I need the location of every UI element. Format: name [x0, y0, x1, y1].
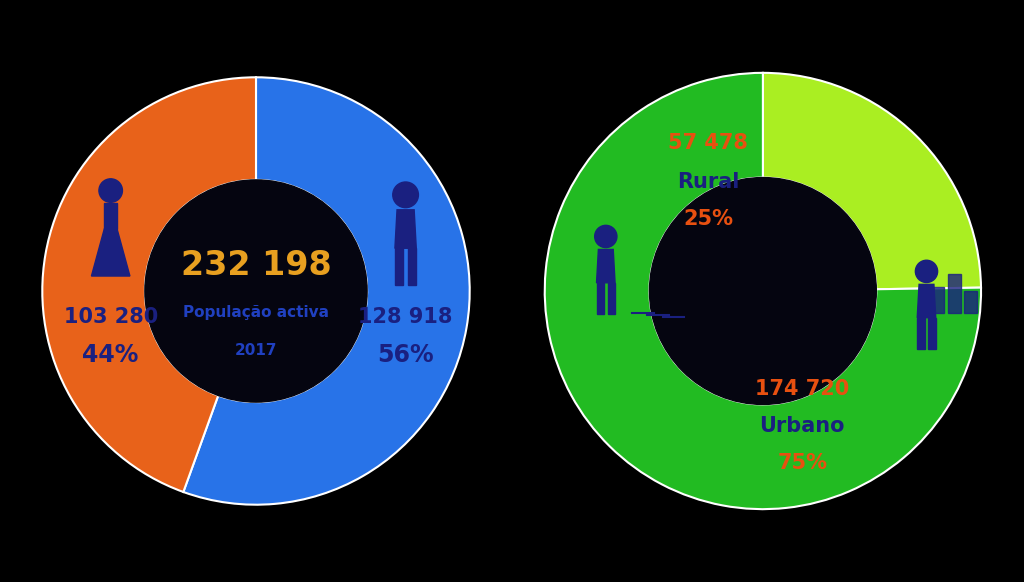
Polygon shape [597, 250, 615, 283]
Text: 128 918: 128 918 [358, 307, 453, 327]
Text: Urbano: Urbano [760, 416, 845, 436]
Text: 56%: 56% [377, 343, 434, 367]
Polygon shape [408, 249, 417, 285]
Text: 57 478: 57 478 [669, 133, 749, 152]
Text: 103 280: 103 280 [63, 307, 158, 327]
Text: População activa: População activa [183, 305, 329, 320]
Circle shape [595, 225, 616, 247]
Text: 25%: 25% [683, 209, 733, 229]
Polygon shape [597, 283, 604, 314]
Circle shape [144, 180, 368, 402]
Polygon shape [929, 318, 936, 349]
Text: 174 720: 174 720 [755, 379, 849, 399]
Wedge shape [545, 73, 981, 509]
Polygon shape [931, 287, 944, 313]
Polygon shape [91, 229, 130, 276]
Polygon shape [395, 249, 403, 285]
Polygon shape [104, 203, 117, 229]
Text: 232 198: 232 198 [180, 249, 332, 282]
Circle shape [393, 182, 419, 208]
Wedge shape [183, 77, 470, 505]
Polygon shape [918, 318, 925, 349]
Polygon shape [948, 274, 962, 313]
Circle shape [915, 260, 938, 282]
Polygon shape [607, 283, 615, 314]
Polygon shape [964, 291, 977, 313]
Wedge shape [42, 77, 256, 492]
Wedge shape [763, 73, 981, 289]
Circle shape [649, 178, 877, 404]
Text: 2017: 2017 [234, 343, 278, 359]
Polygon shape [395, 210, 417, 249]
Text: 44%: 44% [83, 343, 139, 367]
Text: Rural: Rural [677, 172, 739, 192]
Text: 75%: 75% [777, 453, 827, 473]
Circle shape [99, 179, 123, 203]
Polygon shape [918, 285, 936, 318]
